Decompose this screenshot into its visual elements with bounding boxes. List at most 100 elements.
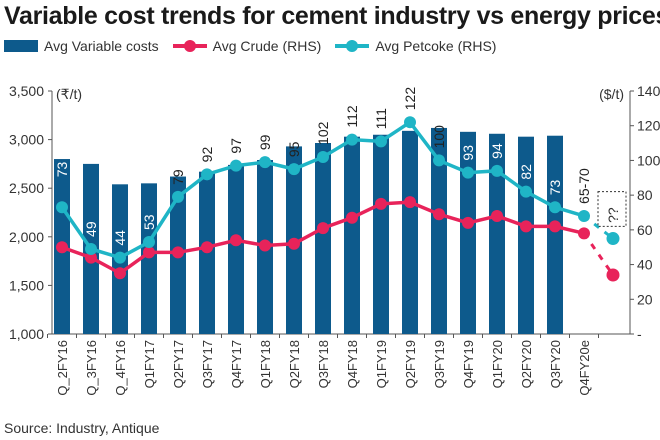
data-label-petcoke: 53 xyxy=(141,214,157,230)
bar-variable-cost xyxy=(489,133,505,334)
point-petcoke xyxy=(230,159,242,172)
x-tick-label: Q4FY20e xyxy=(577,340,592,396)
bar-variable-cost xyxy=(141,183,157,334)
point-crude xyxy=(143,246,155,259)
point-petcoke xyxy=(520,185,532,198)
right-tick-label: 40 xyxy=(637,257,653,273)
point-crude xyxy=(520,220,532,233)
data-label-petcoke: 65-70 xyxy=(576,168,592,204)
data-label-petcoke: 93 xyxy=(460,145,476,161)
x-tick-label: Q_2FY16 xyxy=(55,340,70,396)
x-tick-label: Q4FY17 xyxy=(229,340,244,388)
point-petcoke xyxy=(201,168,213,181)
point-petcoke xyxy=(433,154,445,167)
forecast-box xyxy=(597,191,627,227)
x-tick-label: Q1FY17 xyxy=(142,340,157,388)
bar-variable-cost xyxy=(344,136,360,334)
point-crude xyxy=(346,211,358,224)
point-crude xyxy=(56,241,68,254)
x-tick-label: Q3FY17 xyxy=(200,340,215,388)
point-crude xyxy=(549,220,561,233)
x-tick-label: Q1FY19 xyxy=(374,340,389,388)
legend-item-crude: Avg Crude (RHS) xyxy=(172,38,321,54)
point-petcoke xyxy=(172,190,184,203)
x-tick-label: Q_3FY16 xyxy=(84,340,99,396)
legend-swatch-line xyxy=(172,40,207,52)
legend: Avg Variable costs Avg Crude (RHS) Avg P… xyxy=(4,38,496,54)
data-label-petcoke: 95 xyxy=(286,141,302,157)
point-crude xyxy=(317,222,329,235)
legend-swatch-bar xyxy=(4,40,38,52)
point-petcoke xyxy=(462,166,474,179)
point-crude xyxy=(375,197,387,210)
data-label-petcoke: 73 xyxy=(54,162,70,178)
data-label-petcoke: 112 xyxy=(344,105,360,128)
x-tick-label: Q1FY20 xyxy=(490,340,505,388)
point-petcoke xyxy=(85,242,97,255)
point-petcoke xyxy=(606,232,620,246)
right-tick-label: 80 xyxy=(637,187,653,203)
left-tick-label: 3,000 xyxy=(9,132,44,148)
right-tick-label: 100 xyxy=(637,152,660,168)
data-label-petcoke: 97 xyxy=(228,138,244,154)
data-label-petcoke: 122 xyxy=(402,87,418,111)
point-petcoke xyxy=(346,133,358,146)
x-tick-label: Q2FY18 xyxy=(287,340,302,388)
point-petcoke xyxy=(114,251,126,264)
point-crude xyxy=(491,209,503,222)
point-crude xyxy=(606,268,620,282)
point-petcoke xyxy=(56,201,68,214)
point-crude xyxy=(462,216,474,229)
legend-label: Avg Petcoke (RHS) xyxy=(375,38,497,54)
data-label-petcoke: 79 xyxy=(170,169,186,185)
x-tick-label: Q3FY18 xyxy=(316,340,331,388)
x-tick-label: Q2FY17 xyxy=(171,340,186,388)
point-petcoke xyxy=(288,163,300,176)
data-label-petcoke: 99 xyxy=(257,134,273,150)
point-crude xyxy=(172,246,184,259)
bar-variable-cost xyxy=(315,143,331,334)
right-axis-unit: ($/t) xyxy=(599,86,624,102)
right-tick-label: 60 xyxy=(637,222,653,238)
left-tick-label: 1,500 xyxy=(9,277,44,293)
x-tick-label: Q4FY19 xyxy=(461,340,476,388)
x-tick-label: Q2FY19 xyxy=(403,340,418,388)
point-petcoke xyxy=(578,209,590,222)
bar-variable-cost xyxy=(547,135,563,334)
left-axis-unit: (₹/t) xyxy=(56,86,82,102)
bar-variable-cost xyxy=(431,127,447,334)
point-petcoke xyxy=(491,164,503,177)
data-label-petcoke: 92 xyxy=(199,147,215,163)
point-crude xyxy=(288,237,300,250)
bar-variable-cost xyxy=(228,164,244,334)
point-crude xyxy=(201,241,213,254)
point-petcoke xyxy=(404,116,416,129)
left-tick-label: 2,000 xyxy=(9,229,44,245)
data-label-petcoke: 111 xyxy=(373,108,389,129)
point-petcoke xyxy=(375,135,387,148)
data-label-petcoke: 49 xyxy=(83,221,99,237)
x-tick-label: Q2FY20 xyxy=(519,340,534,388)
bar-variable-cost xyxy=(402,130,418,334)
line-crude-forecast xyxy=(582,232,615,276)
left-tick-label: 3,500 xyxy=(9,83,44,99)
left-tick-label: 1,000 xyxy=(9,326,44,342)
x-tick-label: Q1FY18 xyxy=(258,340,273,388)
left-tick-label: 2,500 xyxy=(9,180,44,196)
x-tick-label: Q_4FY16 xyxy=(113,340,128,396)
chart-title: Variable cost trends for cement industry… xyxy=(4,2,660,30)
point-crude xyxy=(404,196,416,209)
point-crude xyxy=(230,234,242,247)
data-label-petcoke: 44 xyxy=(112,230,128,246)
point-petcoke xyxy=(549,201,561,214)
right-tick-label: - xyxy=(637,326,642,342)
right-tick-label: 20 xyxy=(637,291,653,307)
right-tick-label: 120 xyxy=(637,118,660,134)
point-petcoke xyxy=(259,156,271,169)
data-label-petcoke: 100 xyxy=(431,125,447,149)
right-tick-label: 140 xyxy=(637,83,660,99)
legend-item-variable-costs: Avg Variable costs xyxy=(4,38,159,54)
point-crude xyxy=(578,227,590,240)
